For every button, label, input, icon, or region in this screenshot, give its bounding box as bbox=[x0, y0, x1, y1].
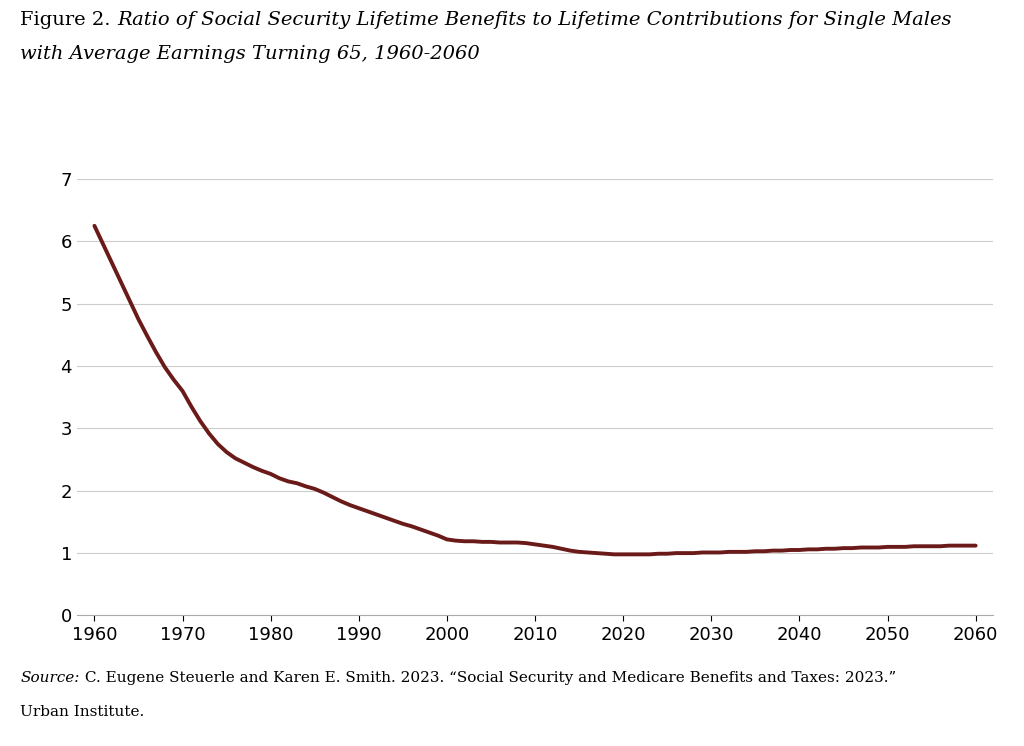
Text: Figure 2.: Figure 2. bbox=[20, 11, 117, 29]
Text: Urban Institute.: Urban Institute. bbox=[20, 705, 144, 719]
Text: with Average Earnings Turning 65, 1960-2060: with Average Earnings Turning 65, 1960-2… bbox=[20, 45, 480, 63]
Text: Source:: Source: bbox=[20, 671, 80, 686]
Text: C. Eugene Steuerle and Karen E. Smith. 2023. “Social Security and Medicare Benef: C. Eugene Steuerle and Karen E. Smith. 2… bbox=[80, 671, 896, 686]
Text: Ratio of Social Security Lifetime Benefits to Lifetime Contributions for Single : Ratio of Social Security Lifetime Benefi… bbox=[117, 11, 951, 29]
